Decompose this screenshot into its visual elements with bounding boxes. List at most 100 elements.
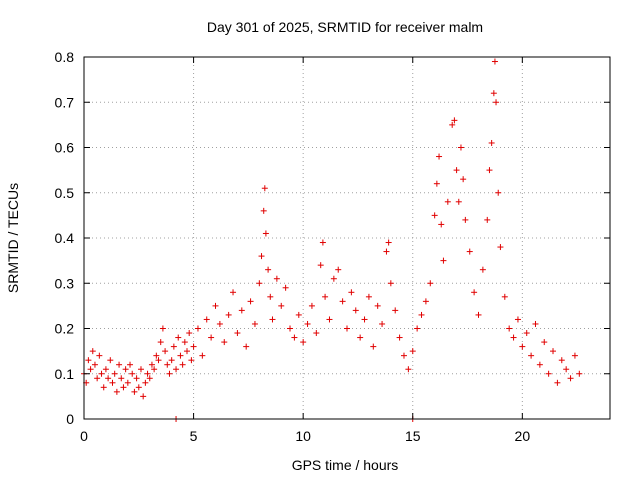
data-point — [431, 212, 438, 219]
data-point — [457, 144, 464, 151]
data-point — [190, 343, 197, 350]
data-point — [256, 280, 263, 287]
data-point — [567, 375, 574, 382]
data-point — [418, 311, 425, 318]
data-point — [571, 352, 578, 359]
data-point — [335, 266, 342, 273]
data-point — [124, 379, 131, 386]
data-point — [175, 334, 182, 341]
data-point — [146, 375, 153, 382]
data-point — [133, 375, 140, 382]
data-point — [545, 370, 552, 377]
data-point — [414, 325, 421, 332]
data-point — [166, 370, 173, 377]
data-point — [162, 348, 169, 355]
data-point — [532, 320, 539, 327]
data-point — [116, 361, 123, 368]
plot-frame — [83, 56, 611, 420]
data-point — [148, 361, 155, 368]
data-point — [230, 289, 237, 296]
data-point — [278, 302, 285, 309]
data-point — [501, 293, 508, 300]
data-point — [558, 357, 565, 364]
data-point — [100, 384, 107, 391]
data-point — [379, 320, 386, 327]
data-point — [225, 311, 232, 318]
data-point — [495, 189, 502, 196]
data-point — [120, 384, 127, 391]
data-point — [541, 339, 548, 346]
data-point — [462, 216, 469, 223]
data-point — [111, 370, 118, 377]
data-point — [460, 176, 467, 183]
data-point — [261, 185, 268, 192]
data-point — [181, 339, 188, 346]
data-point — [344, 325, 350, 332]
data-point — [536, 361, 543, 368]
data-point — [493, 99, 500, 106]
data-point — [491, 58, 498, 65]
data-point — [317, 262, 324, 269]
data-point — [216, 320, 223, 327]
data-point — [168, 357, 175, 364]
data-point — [440, 257, 447, 264]
data-point — [267, 293, 274, 300]
x-tick-label: 5 — [190, 428, 198, 444]
data-point — [184, 348, 191, 355]
data-point — [490, 90, 497, 97]
data-point — [287, 325, 294, 332]
data-point — [212, 302, 219, 309]
data-point — [514, 316, 521, 323]
data-point — [563, 366, 570, 373]
data-point — [444, 198, 451, 205]
data-point — [109, 379, 116, 386]
data-point — [479, 266, 486, 273]
data-point — [523, 330, 530, 337]
data-point — [91, 361, 98, 368]
data-point — [142, 379, 149, 386]
grid — [84, 57, 610, 419]
data-point — [497, 244, 504, 251]
data-point — [322, 293, 329, 300]
y-tick-label: 0 — [66, 411, 74, 427]
data-point — [436, 153, 443, 160]
data-point — [506, 325, 513, 332]
data-point — [221, 339, 228, 346]
x-tick-label: 0 — [80, 428, 88, 444]
data-point — [265, 266, 272, 273]
data-point — [550, 348, 557, 355]
data-point — [151, 366, 158, 373]
data-point — [89, 348, 96, 355]
data-point — [576, 370, 583, 377]
data-point — [135, 384, 142, 391]
data-point — [396, 334, 403, 341]
data-point — [251, 320, 258, 327]
data-point — [304, 320, 311, 327]
x-axis-label: GPS time / hours — [292, 457, 399, 473]
data-point — [273, 275, 280, 282]
data-point — [400, 352, 407, 359]
y-tick-label: 0.6 — [55, 140, 75, 156]
data-point — [234, 330, 241, 337]
data-point — [137, 366, 144, 373]
data-point — [208, 334, 215, 341]
data-point — [129, 370, 136, 377]
y-tick-label: 0.3 — [55, 275, 75, 291]
data-point — [186, 330, 193, 337]
x-tick-label: 15 — [405, 428, 421, 444]
data-point — [140, 393, 147, 400]
data-point — [144, 370, 151, 377]
data-point — [94, 375, 101, 382]
data-point — [554, 379, 561, 386]
data-point — [179, 361, 186, 368]
data-point — [177, 352, 184, 359]
data-point — [85, 357, 92, 364]
data-point — [486, 167, 493, 174]
data-point — [361, 316, 368, 323]
data-point — [409, 348, 416, 355]
data-point — [258, 253, 265, 260]
data-point — [308, 302, 315, 309]
data-point — [295, 311, 302, 318]
data-point — [348, 289, 355, 296]
